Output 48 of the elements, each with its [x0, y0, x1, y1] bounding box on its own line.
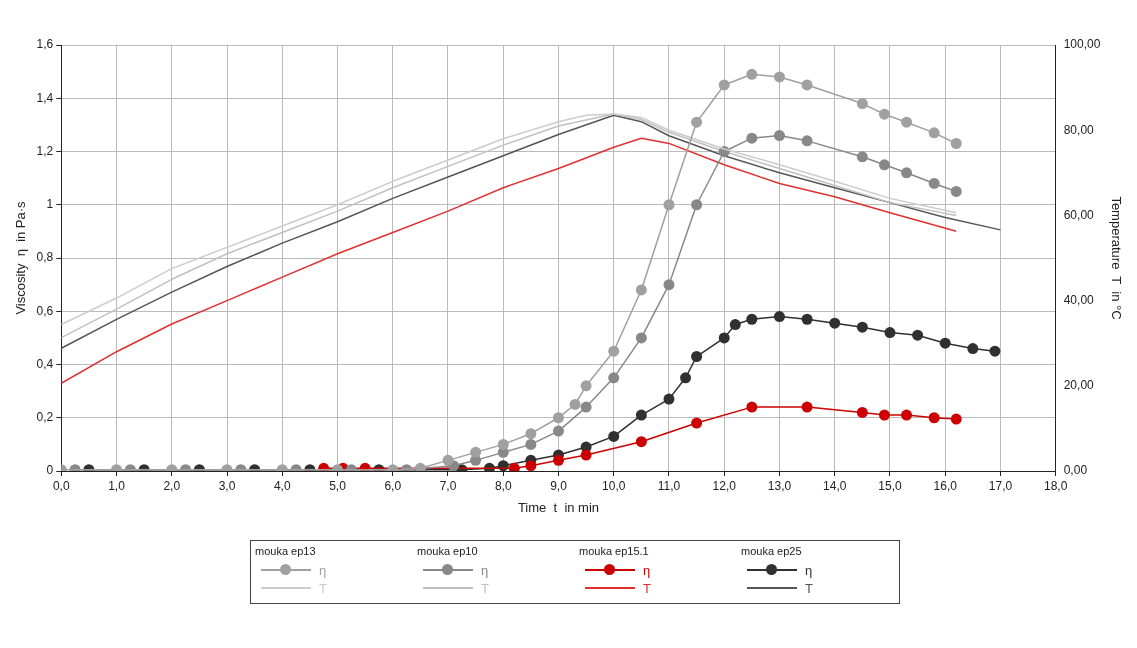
x-tick-label: 6,0	[384, 478, 402, 493]
text: mouka ep13	[255, 545, 317, 557]
y-tick-label: 0	[46, 463, 54, 478]
y-tick-label: 0,4	[36, 356, 54, 371]
x-tick-label: 4,0	[273, 478, 291, 493]
y2-tick-label: 60,00	[1063, 207, 1095, 222]
x-tick-label: 13,0	[767, 478, 792, 493]
x-tick-label: 12,0	[712, 478, 737, 493]
text: mouka ep25	[741, 545, 803, 557]
y2-tick-label: 80,00	[1063, 122, 1095, 137]
y2-tick-label: 40,00	[1063, 292, 1095, 307]
x-tick-label: 2,0	[163, 478, 181, 493]
y-tick-label: 0,8	[36, 250, 54, 265]
y-tick-label: 1	[46, 197, 54, 212]
x-tick-label: 5,0	[329, 478, 347, 493]
legend-label: η	[481, 562, 489, 578]
x-tick-label: 0,0	[52, 478, 70, 493]
x-tick-label: 1,0	[108, 478, 126, 493]
y-tick-label: 0,6	[36, 303, 54, 318]
y2-tick-label: 100,00	[1063, 37, 1101, 52]
x-tick-label: 9,0	[550, 478, 568, 493]
y-tick-label: 0,2	[36, 410, 54, 425]
y-axis-title: Viscosity η in Pa·s	[13, 200, 29, 315]
x-tick-label: 16,0	[933, 478, 958, 493]
y2-tick-label: 0,00	[1063, 463, 1088, 478]
x-tick-label: 3,0	[218, 478, 236, 493]
text: mouka ep15.1	[579, 545, 650, 557]
legend-label: η	[643, 562, 651, 578]
x-tick-label: 14,0	[823, 478, 847, 493]
x-tick-label: 18,0	[1044, 478, 1068, 493]
x-tick-label: 8,0	[494, 478, 512, 493]
text: mouka ep10	[417, 545, 479, 557]
x-tick-label: 11,0	[657, 478, 681, 493]
y-tick-label: 1,6	[36, 37, 54, 52]
legend-label: T	[643, 580, 651, 596]
y-tick-label: 1,2	[36, 143, 54, 158]
x-tick-label: 7,0	[439, 478, 457, 493]
legend-label: η	[319, 562, 327, 578]
x-tick-label: 10,0	[602, 478, 626, 493]
y-tick-label: 1,4	[36, 90, 54, 105]
x-axis-title: Time t in min	[517, 499, 600, 515]
x-tick-label: 15,0	[878, 478, 902, 493]
y2-tick-label: 20,00	[1063, 378, 1095, 393]
y2-axis-title: Temperature T in °C	[1108, 196, 1124, 320]
legend-label: T	[481, 580, 489, 596]
legend-label: η	[805, 562, 813, 578]
legend-label: T	[805, 580, 813, 596]
x-tick-label: 17,0	[988, 478, 1013, 493]
